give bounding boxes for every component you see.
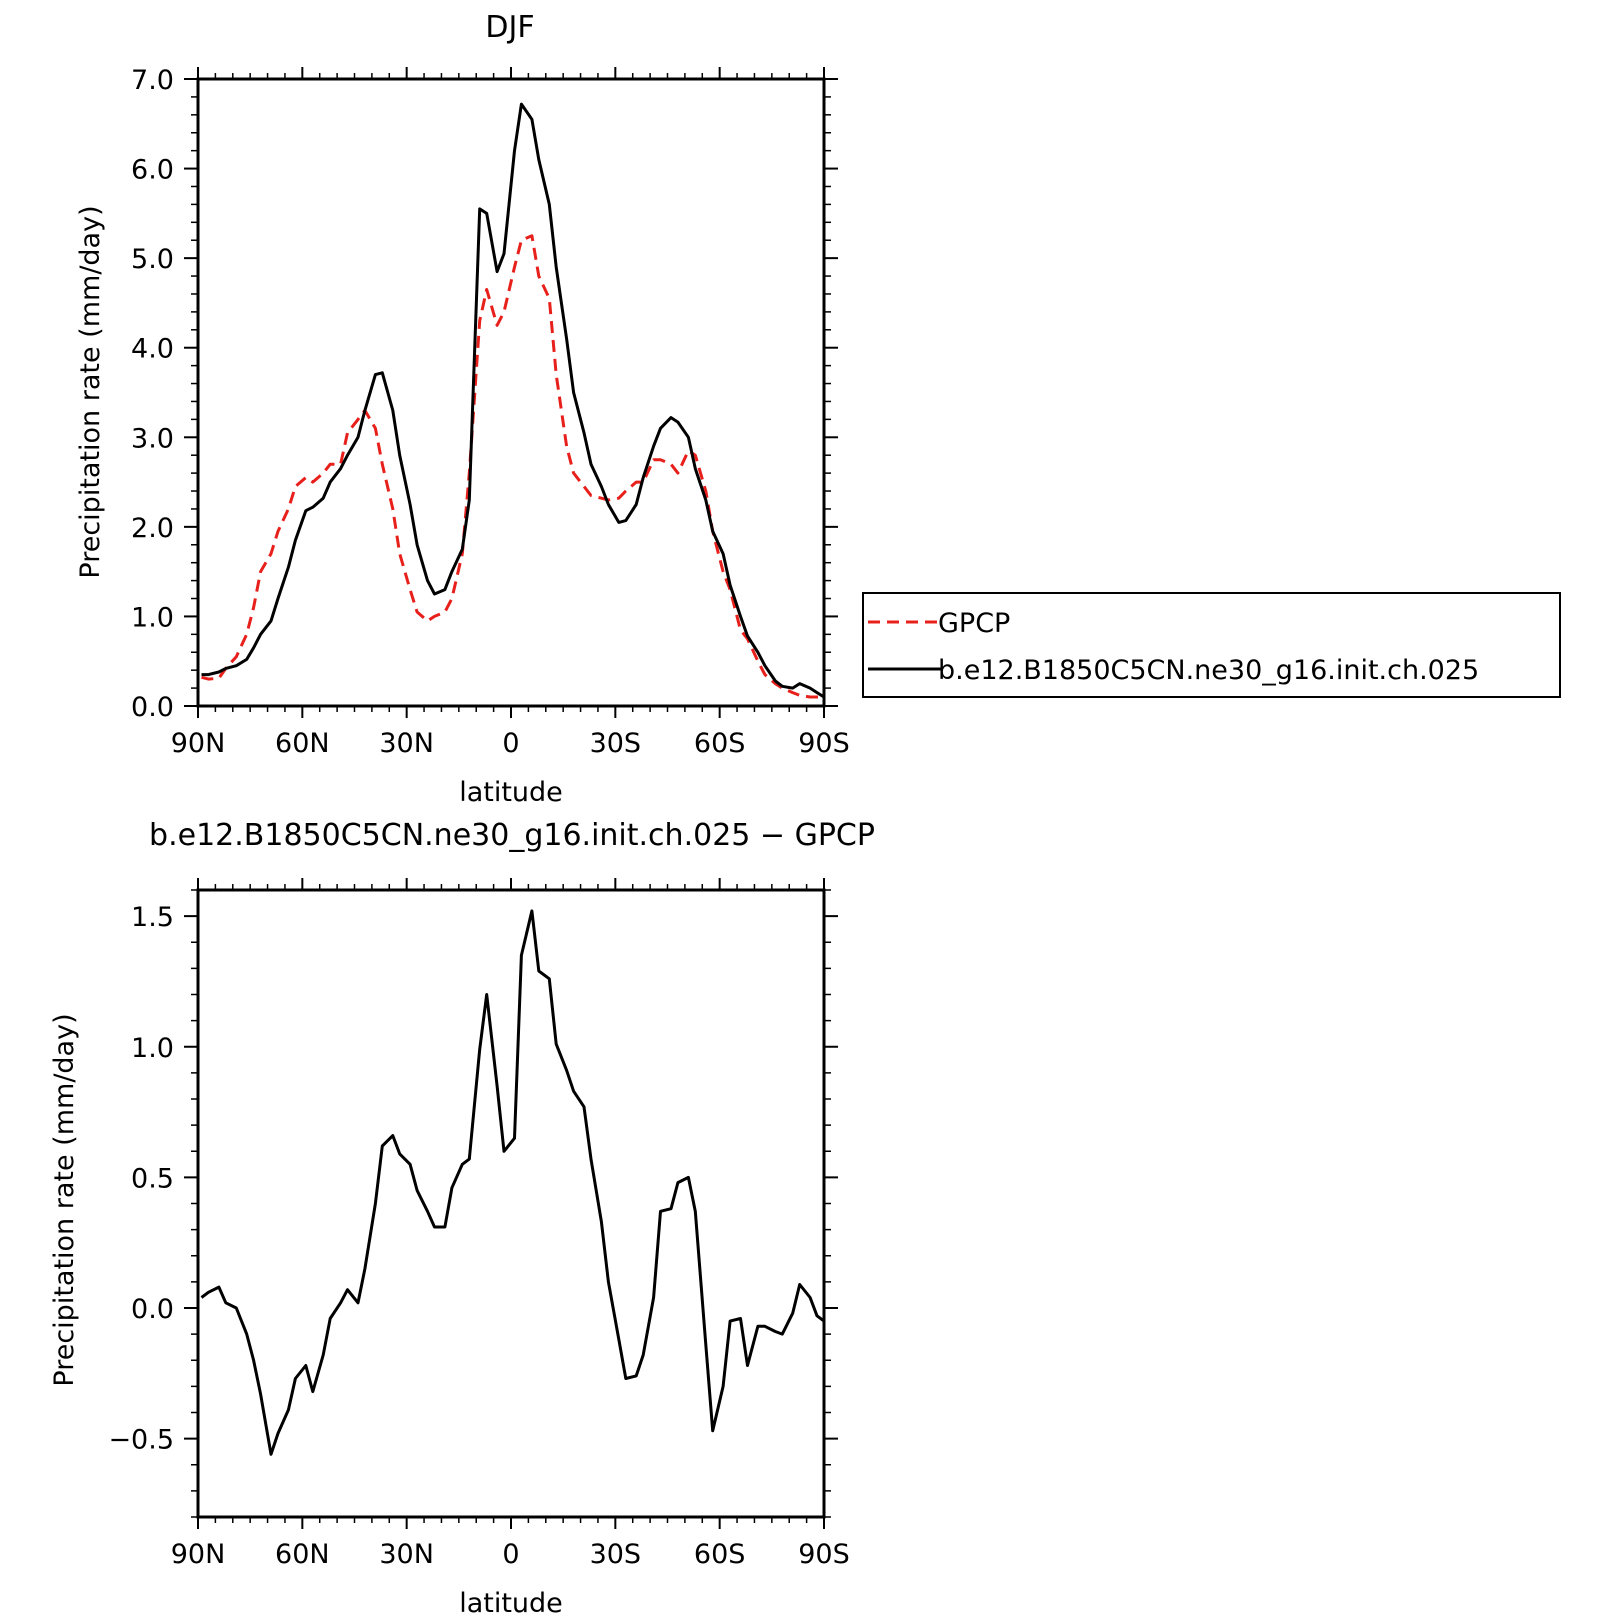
difference-panel: b.e12.B1850C5CN.ne30_g16.init.ch.025 − G… — [49, 818, 875, 1613]
difference-ytick-label: 0.0 — [131, 1294, 174, 1325]
djf-plot-frame — [196, 77, 826, 708]
djf-ytick-label: 5.0 — [131, 244, 174, 275]
difference-ytick-label: 1.5 — [131, 902, 174, 933]
difference-title: b.e12.B1850C5CN.ne30_g16.init.ch.025 − G… — [149, 818, 875, 853]
difference-series-line-0 — [200, 909, 825, 1456]
difference-ytick-label: 0.5 — [131, 1163, 174, 1194]
djf-xtick-label: 30S — [590, 728, 642, 759]
djf-ytick-label: 3.0 — [131, 423, 174, 454]
djf-xtick-label: 0 — [502, 728, 519, 759]
difference-xtick-label: 60S — [694, 1539, 746, 1570]
difference-ytick-label: 1.0 — [131, 1033, 174, 1064]
djf-title: DJF — [485, 10, 534, 45]
legend: GPCP b.e12.B1850C5CN.ne30_g16.init.ch.02… — [862, 592, 1561, 698]
djf-series-line-0 — [201, 234, 824, 699]
djf-ytick-label: 2.0 — [131, 513, 174, 544]
difference-xtick-label: 60N — [275, 1539, 330, 1570]
djf-ytick-label: 7.0 — [131, 65, 174, 96]
difference-plot-frame — [196, 888, 826, 1519]
difference-xtick-label: 30N — [379, 1539, 434, 1570]
djf-ytick-label: 1.0 — [131, 602, 174, 633]
djf-ylabel: Precipitation rate (mm/day) — [75, 205, 106, 578]
difference-xtick-label: 90S — [798, 1539, 850, 1570]
legend-model-label: b.e12.B1850C5CN.ne30_g16.init.ch.025 — [938, 655, 1479, 686]
difference-ytick-label: −0.5 — [108, 1425, 174, 1456]
difference-ylabel: Precipitation rate (mm/day) — [49, 1013, 80, 1386]
djf-xtick-label: 60S — [694, 728, 746, 759]
djf-xtick-label: 30N — [379, 728, 434, 759]
djf-xtick-label: 90S — [798, 728, 850, 759]
djf-panel: DJF 90N 60N 30N 0 30S 60S 90S 0.0 1.0 2.0 3.0 4.0 5.… — [75, 10, 850, 808]
difference-xtick-label: 30S — [590, 1539, 642, 1570]
legend-gpcp-label: GPCP — [938, 608, 1010, 639]
djf-ytick-label: 0.0 — [131, 692, 174, 723]
difference-xlabel: latitude — [459, 1588, 563, 1613]
difference-xtick-label: 90N — [171, 1539, 226, 1570]
difference-xtick-label: 0 — [502, 1539, 519, 1570]
djf-ytick-label: 4.0 — [131, 334, 174, 365]
djf-series-line-1 — [201, 102, 825, 699]
djf-xlabel: latitude — [459, 777, 563, 808]
djf-ytick-label: 6.0 — [131, 155, 174, 186]
djf-xtick-label: 90N — [171, 728, 226, 759]
djf-xtick-label: 60N — [275, 728, 330, 759]
legend-box — [862, 592, 1561, 698]
